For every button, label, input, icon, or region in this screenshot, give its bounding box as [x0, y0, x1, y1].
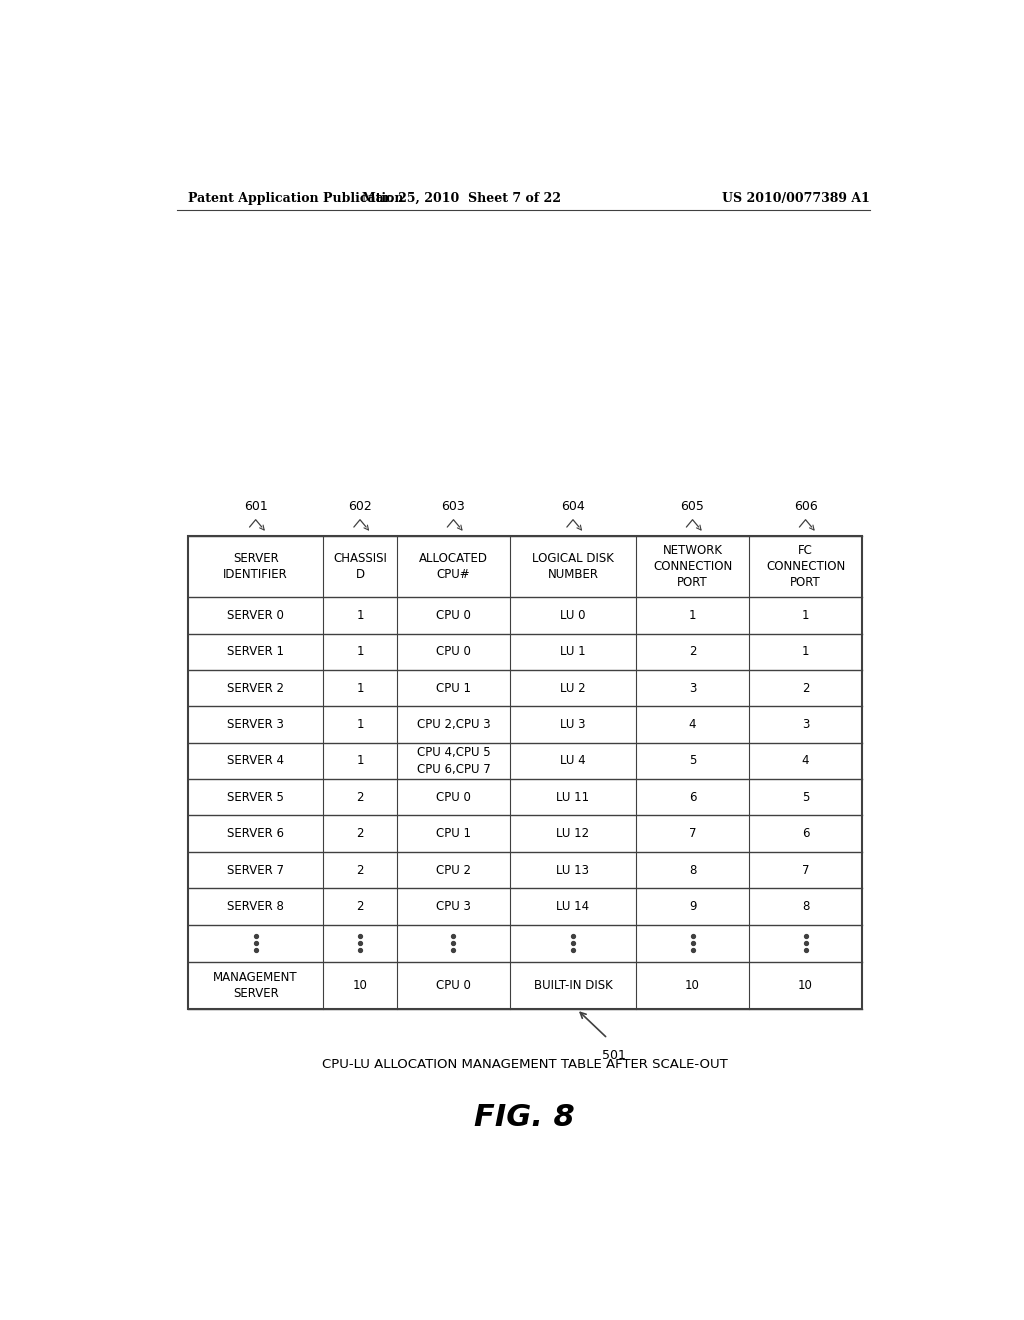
Text: CPU 2,CPU 3: CPU 2,CPU 3 — [417, 718, 490, 731]
Text: SERVER 0: SERVER 0 — [227, 609, 284, 622]
Text: 605: 605 — [681, 500, 705, 513]
Text: 10: 10 — [352, 979, 368, 991]
Text: SERVER 6: SERVER 6 — [227, 828, 285, 840]
Text: 603: 603 — [441, 500, 465, 513]
Text: 6: 6 — [802, 828, 809, 840]
Text: FC
CONNECTION
PORT: FC CONNECTION PORT — [766, 544, 845, 590]
Text: 2: 2 — [802, 681, 809, 694]
Text: 501: 501 — [602, 1049, 626, 1063]
Text: 7: 7 — [689, 828, 696, 840]
Text: SERVER 3: SERVER 3 — [227, 718, 284, 731]
Text: 604: 604 — [561, 500, 585, 513]
Text: CHASSISI
D: CHASSISI D — [333, 552, 387, 581]
Text: 10: 10 — [798, 979, 813, 991]
Text: LU 13: LU 13 — [556, 863, 590, 876]
Text: 5: 5 — [802, 791, 809, 804]
Text: MANAGEMENT
SERVER: MANAGEMENT SERVER — [213, 970, 298, 1001]
Text: SERVER 7: SERVER 7 — [227, 863, 285, 876]
Text: 8: 8 — [802, 900, 809, 913]
Text: LU 14: LU 14 — [556, 900, 590, 913]
Text: Patent Application Publication: Patent Application Publication — [188, 191, 403, 205]
Bar — [188, 536, 862, 1010]
Text: 1: 1 — [356, 718, 364, 731]
Text: 606: 606 — [794, 500, 817, 513]
Text: FIG. 8: FIG. 8 — [474, 1102, 575, 1131]
Text: SERVER 2: SERVER 2 — [227, 681, 285, 694]
Text: LU 12: LU 12 — [556, 828, 590, 840]
Text: CPU 1: CPU 1 — [436, 681, 471, 694]
Text: CPU 3: CPU 3 — [436, 900, 471, 913]
Text: 601: 601 — [244, 500, 267, 513]
Text: 1: 1 — [802, 609, 809, 622]
Text: LOGICAL DISK
NUMBER: LOGICAL DISK NUMBER — [532, 552, 614, 581]
Text: CPU 4,CPU 5
CPU 6,CPU 7: CPU 4,CPU 5 CPU 6,CPU 7 — [417, 746, 490, 776]
Text: CPU 1: CPU 1 — [436, 828, 471, 840]
Text: LU 0: LU 0 — [560, 609, 586, 622]
Text: 2: 2 — [689, 645, 696, 659]
Text: LU 2: LU 2 — [560, 681, 586, 694]
Text: 4: 4 — [689, 718, 696, 731]
Text: 3: 3 — [802, 718, 809, 731]
Text: 2: 2 — [356, 791, 364, 804]
Text: 6: 6 — [689, 791, 696, 804]
Text: SERVER 4: SERVER 4 — [227, 755, 285, 767]
Text: 3: 3 — [689, 681, 696, 694]
Text: 1: 1 — [356, 609, 364, 622]
Text: LU 4: LU 4 — [560, 755, 586, 767]
Text: 1: 1 — [356, 681, 364, 694]
Text: 2: 2 — [356, 863, 364, 876]
Text: 1: 1 — [802, 645, 809, 659]
Text: 1: 1 — [356, 755, 364, 767]
Text: CPU-LU ALLOCATION MANAGEMENT TABLE AFTER SCALE-OUT: CPU-LU ALLOCATION MANAGEMENT TABLE AFTER… — [322, 1059, 728, 1072]
Text: CPU 0: CPU 0 — [436, 979, 471, 991]
Text: 2: 2 — [356, 828, 364, 840]
Text: 8: 8 — [689, 863, 696, 876]
Text: LU 3: LU 3 — [560, 718, 586, 731]
Text: 9: 9 — [689, 900, 696, 913]
Text: 10: 10 — [685, 979, 700, 991]
Text: 7: 7 — [802, 863, 809, 876]
Text: 4: 4 — [802, 755, 809, 767]
Text: NETWORK
CONNECTION
PORT: NETWORK CONNECTION PORT — [653, 544, 732, 590]
Text: CPU 0: CPU 0 — [436, 609, 471, 622]
Text: 2: 2 — [356, 900, 364, 913]
Text: CPU 2: CPU 2 — [436, 863, 471, 876]
Text: 1: 1 — [356, 645, 364, 659]
Text: SERVER 8: SERVER 8 — [227, 900, 284, 913]
Text: SERVER 1: SERVER 1 — [227, 645, 285, 659]
Text: US 2010/0077389 A1: US 2010/0077389 A1 — [722, 191, 869, 205]
Text: 5: 5 — [689, 755, 696, 767]
Text: BUILT-IN DISK: BUILT-IN DISK — [534, 979, 612, 991]
Text: Mar. 25, 2010  Sheet 7 of 22: Mar. 25, 2010 Sheet 7 of 22 — [362, 191, 561, 205]
Text: SERVER
IDENTIFIER: SERVER IDENTIFIER — [223, 552, 288, 581]
Text: ALLOCATED
CPU#: ALLOCATED CPU# — [419, 552, 488, 581]
Text: LU 1: LU 1 — [560, 645, 586, 659]
Text: CPU 0: CPU 0 — [436, 645, 471, 659]
Text: 602: 602 — [348, 500, 372, 513]
Text: 1: 1 — [689, 609, 696, 622]
Text: CPU 0: CPU 0 — [436, 791, 471, 804]
Text: LU 11: LU 11 — [556, 791, 590, 804]
Text: SERVER 5: SERVER 5 — [227, 791, 284, 804]
